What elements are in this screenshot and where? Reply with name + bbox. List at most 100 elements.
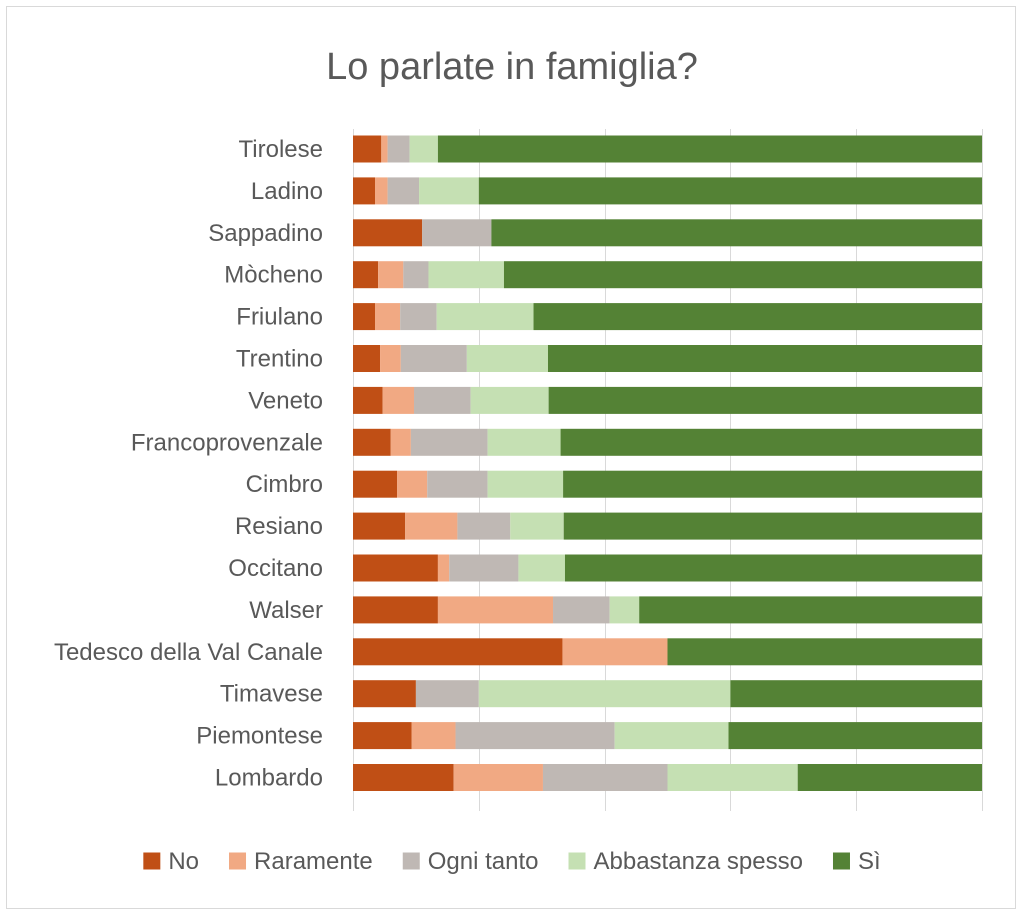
bar-veneto-ogni-tanto <box>414 386 471 414</box>
legend-item-ogni-tanto: Ogni tanto <box>402 848 539 875</box>
bar-group-lombardo <box>353 764 982 791</box>
bar-walser-ogni-tanto <box>553 596 610 624</box>
bar-friulano-raramente <box>375 303 401 331</box>
category-label-friulano: Friulano <box>236 304 323 331</box>
bar-sappadino-si <box>491 219 982 247</box>
bar-cimbro-raramente <box>397 470 428 498</box>
bar-lombardo-no <box>353 764 454 791</box>
bar-group-tirolese <box>353 135 982 163</box>
bar-walser-no <box>353 596 438 624</box>
bar-cimbro-si <box>563 470 982 498</box>
bar-occitano-si <box>564 554 982 582</box>
bar-group-walser <box>353 596 982 624</box>
bar-group-timavese <box>353 680 982 708</box>
bar-piemontese-ogni-tanto <box>455 722 615 750</box>
bar-lombardo-raramente <box>453 764 543 791</box>
legend-label-no: No <box>168 848 199 875</box>
bar-sappadino-ogni-tanto <box>422 219 492 247</box>
bar-ladino-si <box>478 177 982 205</box>
category-label-timavese: Timavese <box>220 681 323 708</box>
bar-occitano-raramente <box>437 554 450 582</box>
bar-tirolese-no <box>353 135 382 163</box>
bar-sappadino-no <box>353 219 423 247</box>
category-label-lombardo: Lombardo <box>215 765 323 792</box>
legend-swatch-abbastanza-spesso <box>568 852 586 870</box>
category-label-piemontese: Piemontese <box>196 723 323 750</box>
bar-mocheno-si <box>503 261 982 289</box>
bar-walser-abbastanza-spesso <box>609 596 640 624</box>
bar-group-ladino <box>353 177 982 205</box>
bar-walser-raramente <box>437 596 554 624</box>
bar-resiano-no <box>353 512 406 540</box>
bar-trentino-abbastanza-spesso <box>466 345 548 372</box>
legend-swatch-no <box>143 852 161 870</box>
bar-timavese-no <box>353 680 416 708</box>
bar-francoprovenzale-no <box>353 428 391 456</box>
bar-trentino-raramente <box>380 345 401 372</box>
bar-occitano-no <box>353 554 438 582</box>
bar-piemontese-abbastanza-spesso <box>614 722 729 750</box>
bar-francoprovenzale-ogni-tanto <box>410 428 488 456</box>
bar-group-piemontese <box>353 722 982 750</box>
bar-veneto-abbastanza-spesso <box>470 386 549 414</box>
bar-resiano-abbastanza-spesso <box>510 512 564 540</box>
bar-timavese-ogni-tanto <box>415 680 479 708</box>
bar-friulano-si <box>533 303 982 331</box>
bar-group-veneto <box>353 386 982 414</box>
bar-tedesco-della-val-canale-si <box>667 638 982 666</box>
bar-timavese-abbastanza-spesso <box>478 680 731 708</box>
bar-lombardo-si <box>797 764 982 791</box>
bar-tirolese-abbastanza-spesso <box>409 135 438 163</box>
bar-ladino-raramente <box>375 177 388 205</box>
bar-piemontese-raramente <box>411 722 456 750</box>
bar-ladino-no <box>353 177 376 205</box>
category-label-walser: Walser <box>249 597 323 624</box>
legend-item-no: No <box>143 848 199 875</box>
legend-label-ogni-tanto: Ogni tanto <box>428 848 539 875</box>
bar-group-trentino <box>353 345 982 372</box>
legend-swatch-raramente <box>229 852 247 870</box>
bar-group-tedesco-della-val-canale <box>353 638 982 666</box>
bar-friulano-ogni-tanto <box>400 303 437 331</box>
bar-ladino-ogni-tanto <box>387 177 420 205</box>
category-label-sappadino: Sappadino <box>208 220 323 247</box>
category-label-resiano: Resiano <box>235 513 323 540</box>
category-label-tirolese: Tirolese <box>239 136 323 163</box>
category-label-mocheno: Mòcheno <box>224 262 323 289</box>
category-label-cimbro: Cimbro <box>246 471 323 498</box>
bar-timavese-si <box>730 680 982 708</box>
category-label-tedesco-della-val-canale: Tedesco della Val Canale <box>54 639 323 666</box>
legend-item-raramente: Raramente <box>229 848 373 875</box>
bar-trentino-ogni-tanto <box>400 345 467 372</box>
bar-walser-si <box>639 596 982 624</box>
legend-label-si: Sì <box>858 848 881 875</box>
legend-swatch-ogni-tanto <box>402 852 420 870</box>
bar-ladino-abbastanza-spesso <box>419 177 479 205</box>
bar-mocheno-ogni-tanto <box>403 261 429 289</box>
category-label-trentino: Trentino <box>236 346 323 373</box>
bar-tirolese-si <box>437 135 982 163</box>
bar-cimbro-no <box>353 470 398 498</box>
bar-resiano-ogni-tanto <box>457 512 511 540</box>
bar-veneto-no <box>353 386 383 414</box>
bars <box>353 135 982 791</box>
bar-mocheno-abbastanza-spesso <box>428 261 504 289</box>
bar-group-francoprovenzale <box>353 428 982 456</box>
bar-tirolese-raramente <box>381 135 388 163</box>
bar-resiano-raramente <box>405 512 458 540</box>
bar-francoprovenzale-abbastanza-spesso <box>487 428 561 456</box>
bar-mocheno-raramente <box>378 261 404 289</box>
bar-trentino-no <box>353 345 381 372</box>
bar-group-resiano <box>353 512 982 540</box>
bar-piemontese-no <box>353 722 412 750</box>
chart-title: Lo parlate in famiglia? <box>326 46 698 88</box>
bar-group-mocheno <box>353 261 982 289</box>
category-label-occitano: Occitano <box>228 555 323 582</box>
bar-group-sappadino <box>353 219 982 247</box>
bar-resiano-si <box>563 512 982 540</box>
bar-occitano-abbastanza-spesso <box>518 554 565 582</box>
category-labels: Tirolese Ladino Sappadino Mòcheno Friulano Tr… <box>54 136 323 792</box>
bar-occitano-ogni-tanto <box>449 554 519 582</box>
chart-frame: Lo parlate in famiglia? Tirolese Ladino Sa… <box>6 6 1016 909</box>
bar-lombardo-ogni-tanto <box>542 764 668 791</box>
